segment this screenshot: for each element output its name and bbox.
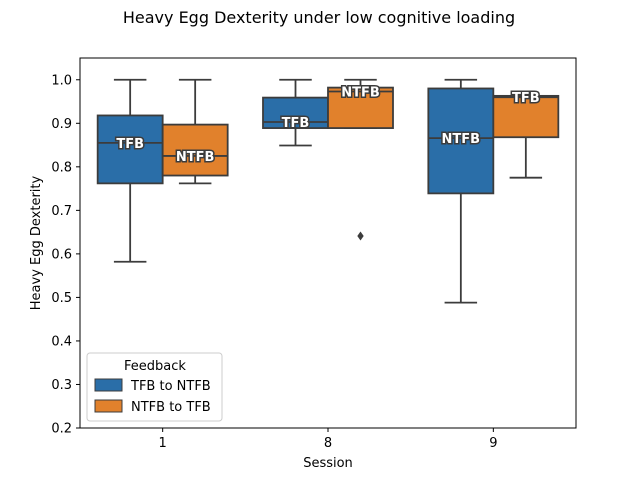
box-iqr [327,86,394,129]
box-label: TFB [116,137,144,152]
box-1-1: NTFB [327,78,394,241]
y-tick-label: 0.4 [51,334,72,349]
box-1-2: TFB [492,90,560,179]
box-series: TFB TFB NTFB NTFB NTFB TFB [96,78,560,304]
box-label: NTFB [341,86,380,101]
y-tick-label: 0.7 [51,204,72,219]
legend-swatch [94,399,123,413]
y-axis: 0.2 0.3 0.4 0.5 0.6 0.7 0.8 0.9 1.0 [51,73,80,437]
x-tick-label: 8 [324,436,332,451]
y-tick-label: 0.3 [51,378,72,393]
box-label: TFB [512,91,540,106]
x-axis: 1 8 9 [159,428,497,451]
y-axis-label: Heavy Egg Dexterity [29,175,44,310]
y-tick-label: 1.0 [51,73,72,88]
box-label: NTFB [442,132,481,147]
y-tick-label: 0.2 [51,422,72,437]
box-0-0: TFB [96,78,164,263]
x-tick-label: 9 [489,436,497,451]
legend-entry-label: TFB to NTFB [130,379,211,394]
chart-title: Heavy Egg Dexterity under low cognitive … [123,8,515,27]
y-tick-label: 0.8 [51,160,72,175]
y-tick-label: 0.6 [51,247,72,262]
box-iqr [427,87,495,195]
box-0-2: NTFB [427,78,495,304]
box-iqr [492,94,560,139]
legend-swatch [94,378,123,392]
y-tick-label: 0.9 [51,117,72,132]
x-axis-label: Session [303,456,353,471]
box-label: TFB [282,116,310,131]
box-iqr [161,123,229,177]
legend-title: Feedback [124,359,186,374]
box-0-1: TFB [262,78,329,147]
legend-entry-label: NTFB to TFB [131,400,211,415]
x-tick-label: 1 [159,436,167,451]
legend: Feedback TFB to NTFB NTFB to TFB [86,352,223,422]
box-iqr [96,114,164,185]
outlier-point [357,231,364,241]
box-1-0: NTFB [161,78,229,185]
box-label: NTFB [176,150,215,165]
y-tick-label: 0.5 [51,291,72,306]
